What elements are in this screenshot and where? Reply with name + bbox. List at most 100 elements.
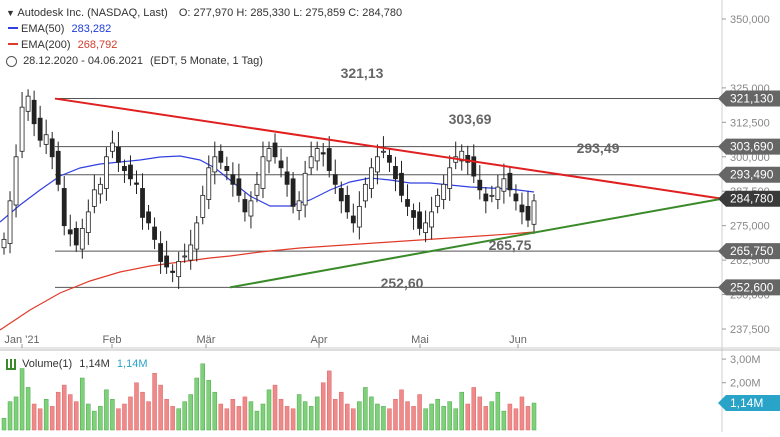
candle-body (495, 186, 501, 200)
level-label: 321,13 (341, 65, 384, 81)
volume-bar (140, 391, 145, 431)
volume-bar (351, 408, 356, 431)
candle-body (230, 174, 236, 185)
candle-body (85, 211, 91, 233)
volume-bar (194, 377, 199, 431)
candle-body (308, 156, 314, 169)
volume-bar (459, 391, 464, 431)
volume-bar (369, 396, 374, 431)
volume-bar (49, 406, 55, 431)
volume-bar (200, 363, 205, 431)
level-badge: 265,750 (718, 243, 780, 260)
collapse-icon[interactable]: ▼ (6, 8, 15, 18)
candle-body (513, 193, 519, 202)
y-tick-label: 312,500 (730, 117, 770, 129)
candle-body (37, 117, 43, 141)
candle-body (1, 239, 7, 249)
volume-bar (68, 394, 73, 431)
level-badge-text: 293,490 (730, 168, 774, 182)
ema200-label: EMA(200) (21, 39, 71, 51)
volume-badge-shape (718, 395, 780, 412)
volume-bar (495, 391, 501, 431)
volume-bar (55, 391, 61, 431)
volume-value-1: 1,14M (79, 358, 110, 370)
candle-body (116, 146, 121, 163)
candle-body (465, 154, 471, 163)
volume-bar (1, 417, 7, 431)
candle-body (350, 215, 356, 224)
candle-body (375, 156, 380, 173)
candle-body (254, 183, 260, 196)
candle-body (447, 167, 453, 189)
candle-body (411, 210, 416, 218)
volume-bar (212, 391, 218, 431)
volume-badge-text: 1,14M (730, 396, 763, 410)
candle-body (55, 150, 61, 185)
candle-body (399, 172, 404, 196)
volume-bar (381, 406, 386, 431)
volume-value-2: 1,14M (116, 358, 148, 370)
volume-bar (320, 382, 326, 431)
level-badge-shape (718, 138, 780, 155)
volume-bar (86, 403, 91, 431)
volume-bar (176, 408, 181, 431)
title-row: ▼ Autodesk Inc. (NASDAQ, Last) O: 277,97… (6, 6, 402, 20)
volume-bars-icon (6, 358, 16, 370)
volume-bar (513, 408, 519, 431)
last-price-badge: 284,780 (718, 190, 780, 207)
candle-body (417, 211, 422, 229)
candle-body (525, 205, 531, 221)
candle-body (19, 106, 25, 152)
level-badge-shape (718, 243, 780, 260)
volume-bar (272, 384, 278, 431)
volume-bar (218, 403, 224, 431)
volume-bar (429, 403, 434, 431)
x-tick-label: Mai (411, 334, 429, 346)
level-badge-shape (718, 166, 780, 183)
volume-bar (435, 399, 440, 431)
resistance-trendline (54, 97, 723, 200)
candle-body (212, 156, 218, 173)
x-tick-label: Mär (197, 334, 216, 346)
candle-body (122, 166, 127, 171)
volume-bar (116, 408, 121, 431)
candle-body (435, 194, 441, 207)
candle-body (200, 194, 206, 218)
candle-body (477, 179, 483, 191)
x-tick-label: Jan '21 (4, 334, 39, 346)
candle-body (7, 200, 13, 244)
candle-body (314, 148, 320, 162)
volume-bar (43, 399, 49, 431)
y-tick-label: 237,500 (730, 324, 770, 336)
candle-body (387, 154, 392, 163)
ema200-swatch (8, 43, 18, 46)
candle-body (91, 189, 97, 207)
ema200-legend: EMA(200) 268,792 (6, 38, 117, 52)
candle-body (507, 172, 513, 191)
volume-bar (489, 401, 495, 431)
level-label: 303,69 (449, 111, 492, 127)
volume-bar (453, 408, 458, 431)
candle-body (368, 167, 374, 189)
level-label: 265,75 (489, 237, 532, 253)
level-badge: 252,600 (718, 279, 780, 296)
volume-bar (128, 396, 133, 431)
clock-icon (6, 55, 17, 67)
candle-body (110, 142, 115, 152)
candle-body (284, 171, 290, 185)
candle-body (242, 199, 248, 213)
candle-body (188, 244, 194, 261)
candle-body (266, 148, 272, 162)
level-badge-text: 252,600 (730, 280, 774, 294)
volume-bar (447, 401, 452, 431)
volume-bar (37, 408, 43, 431)
candle-body (429, 211, 435, 228)
volume-bar (302, 401, 308, 431)
volume-bar (158, 384, 163, 431)
support-trendline (229, 197, 723, 289)
volume-bar (519, 396, 525, 431)
volume-bar (170, 406, 175, 431)
volume-bar (501, 410, 507, 431)
candle-body (423, 222, 428, 233)
